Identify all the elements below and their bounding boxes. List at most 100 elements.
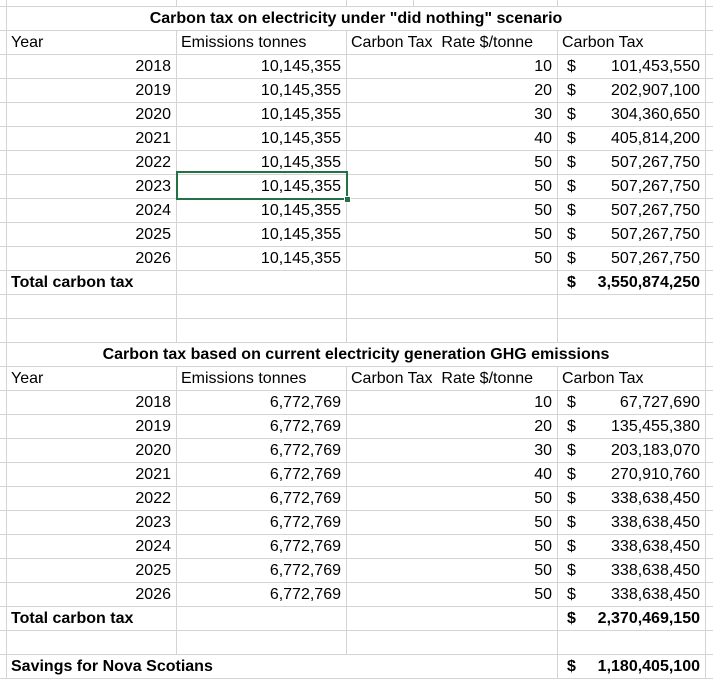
carbon-tax-cell[interactable]: $ 507,267,750 xyxy=(558,247,706,270)
grid-cell[interactable] xyxy=(706,415,713,438)
header-emissions[interactable]: Emissions tonnes xyxy=(177,31,347,54)
grid-cell[interactable] xyxy=(706,247,713,270)
grid-cell[interactable] xyxy=(558,0,706,6)
grid-cell[interactable] xyxy=(0,151,7,174)
carbon-tax-cell[interactable]: $ 101,453,550 xyxy=(558,55,706,78)
emissions-cell[interactable]: 6,772,769 xyxy=(177,439,347,462)
emissions-cell[interactable]: 10,145,355 xyxy=(177,199,347,222)
empty-cell[interactable] xyxy=(177,319,347,342)
grid-cell[interactable] xyxy=(0,223,7,246)
header-carbon-tax[interactable]: Carbon Tax xyxy=(558,31,706,54)
grid-cell[interactable] xyxy=(0,655,7,678)
empty-cell[interactable] xyxy=(177,631,347,654)
emissions-cell[interactable]: 10,145,355 xyxy=(177,127,347,150)
rate-cell[interactable]: 10 xyxy=(347,55,558,78)
rate-cell[interactable]: 30 xyxy=(347,103,558,126)
rate-cell[interactable]: 50 xyxy=(347,199,558,222)
carbon-tax-cell[interactable]: $ 405,814,200 xyxy=(558,127,706,150)
carbon-tax-cell[interactable]: $ 338,638,450 xyxy=(558,583,706,606)
emissions-cell[interactable]: 10,145,355 xyxy=(177,151,347,174)
year-cell[interactable]: 2026 xyxy=(7,583,177,606)
grid-cell[interactable] xyxy=(0,79,7,102)
emissions-cell[interactable]: 10,145,355 xyxy=(177,223,347,246)
emissions-cell[interactable]: 6,772,769 xyxy=(177,415,347,438)
rate-cell[interactable]: 50 xyxy=(347,223,558,246)
year-cell[interactable]: 2022 xyxy=(7,487,177,510)
grid-cell[interactable] xyxy=(706,559,713,582)
emissions-cell[interactable]: 6,772,769 xyxy=(177,391,347,414)
grid-cell[interactable] xyxy=(706,103,713,126)
grid-cell[interactable] xyxy=(706,583,713,606)
grid-cell[interactable] xyxy=(0,559,7,582)
grid-cell[interactable] xyxy=(706,79,713,102)
year-cell[interactable]: 2022 xyxy=(7,151,177,174)
grid-cell[interactable] xyxy=(0,343,7,366)
year-cell[interactable]: 2024 xyxy=(7,199,177,222)
grid-cell[interactable] xyxy=(706,607,713,630)
grid-cell[interactable] xyxy=(0,631,7,654)
grid-cell[interactable] xyxy=(706,199,713,222)
grid-cell[interactable] xyxy=(706,343,713,366)
grid-cell[interactable] xyxy=(706,295,713,318)
total-carbon-tax-cell[interactable]: $ 2,370,469,150 xyxy=(558,607,706,630)
empty-cell[interactable] xyxy=(7,631,177,654)
carbon-tax-cell[interactable]: $ 507,267,750 xyxy=(558,151,706,174)
rate-cell[interactable]: 50 xyxy=(347,559,558,582)
carbon-tax-cell[interactable]: $ 507,267,750 xyxy=(558,223,706,246)
rate-cell[interactable]: 40 xyxy=(347,127,558,150)
grid-cell[interactable] xyxy=(0,367,7,390)
empty-cell[interactable] xyxy=(347,631,558,654)
empty-cell[interactable] xyxy=(347,295,558,318)
grid-cell[interactable] xyxy=(347,0,414,6)
grid-cell[interactable] xyxy=(706,7,713,30)
grid-cell[interactable] xyxy=(706,511,713,534)
header-rate[interactable]: Carbon Tax Rate $/tonne xyxy=(347,367,558,390)
grid-cell[interactable] xyxy=(0,103,7,126)
total-label[interactable]: Total carbon tax xyxy=(7,271,177,294)
carbon-tax-cell[interactable]: $ 270,910,760 xyxy=(558,463,706,486)
rate-cell[interactable]: 40 xyxy=(347,463,558,486)
empty-cell[interactable] xyxy=(177,295,347,318)
empty-cell[interactable] xyxy=(177,607,347,630)
grid-cell[interactable] xyxy=(0,55,7,78)
emissions-cell[interactable]: 6,772,769 xyxy=(177,463,347,486)
year-cell[interactable]: 2025 xyxy=(7,559,177,582)
empty-cell[interactable] xyxy=(347,319,558,342)
empty-cell[interactable] xyxy=(558,631,706,654)
year-cell[interactable]: 2018 xyxy=(7,55,177,78)
total-carbon-tax-cell[interactable]: $ 3,550,874,250 xyxy=(558,271,706,294)
emissions-cell[interactable]: 6,772,769 xyxy=(177,583,347,606)
grid-cell[interactable] xyxy=(706,535,713,558)
total-label[interactable]: Total carbon tax xyxy=(7,607,177,630)
emissions-cell[interactable]: 6,772,769 xyxy=(177,559,347,582)
header-year[interactable]: Year xyxy=(7,31,177,54)
carbon-tax-cell[interactable]: $ 338,638,450 xyxy=(558,559,706,582)
grid-cell[interactable] xyxy=(0,439,7,462)
savings-value-cell[interactable]: $ 1,180,405,100 xyxy=(558,655,706,678)
grid-cell[interactable] xyxy=(706,391,713,414)
year-cell[interactable]: 2026 xyxy=(7,247,177,270)
empty-cell[interactable] xyxy=(7,295,177,318)
grid-cell[interactable] xyxy=(0,511,7,534)
grid-cell[interactable] xyxy=(706,31,713,54)
rate-cell[interactable]: 10 xyxy=(347,391,558,414)
empty-cell[interactable] xyxy=(558,295,706,318)
grid-cell[interactable] xyxy=(706,463,713,486)
grid-cell[interactable] xyxy=(0,127,7,150)
grid-cell[interactable] xyxy=(0,535,7,558)
grid-cell[interactable] xyxy=(706,319,713,342)
carbon-tax-cell[interactable]: $ 507,267,750 xyxy=(558,175,706,198)
empty-cell[interactable] xyxy=(347,271,558,294)
grid-cell[interactable] xyxy=(706,0,713,6)
rate-cell[interactable]: 50 xyxy=(347,511,558,534)
carbon-tax-cell[interactable]: $ 338,638,450 xyxy=(558,511,706,534)
year-cell[interactable]: 2021 xyxy=(7,127,177,150)
grid-cell[interactable] xyxy=(7,0,177,6)
grid-cell[interactable] xyxy=(0,271,7,294)
grid-cell[interactable] xyxy=(0,319,7,342)
grid-cell[interactable] xyxy=(0,415,7,438)
year-cell[interactable]: 2019 xyxy=(7,79,177,102)
rate-cell[interactable]: 20 xyxy=(347,79,558,102)
grid-cell[interactable] xyxy=(0,607,7,630)
grid-cell[interactable] xyxy=(177,0,347,6)
